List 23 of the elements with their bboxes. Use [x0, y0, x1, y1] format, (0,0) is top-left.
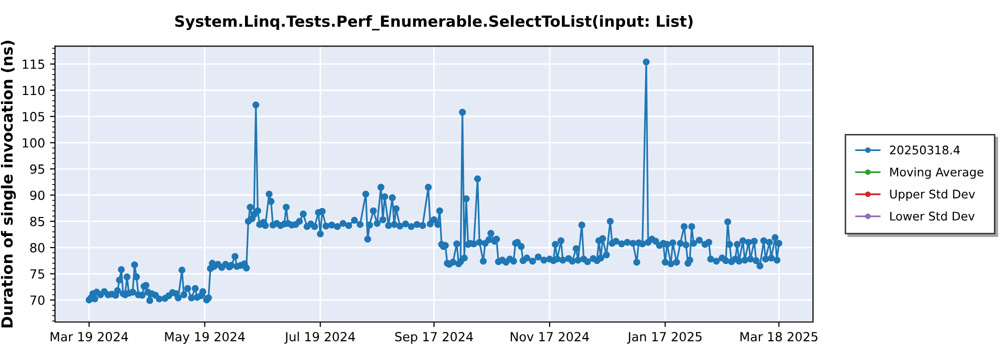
chart-title: System.Linq.Tests.Perf_Enumerable.SelectToList(input: List) — [175, 15, 693, 30]
y-tick-label: 80 — [30, 243, 44, 252]
x-tick-label: Mar 19 2024 — [50, 332, 128, 342]
y-tick-label: 70 — [30, 295, 44, 305]
y-tick-label: 90 — [30, 190, 44, 200]
legend-label: 20250318.4 — [890, 146, 960, 154]
x-tick-label: May 19 2024 — [165, 332, 245, 344]
legend-label: Upper Std Dev — [890, 189, 975, 201]
y-tick-label: 115 — [22, 60, 44, 69]
y-tick-label: 110 — [22, 86, 44, 96]
x-tick-label: Mar 18 2025 — [740, 332, 818, 342]
y-axis-title: Duration of single invocation (ns) — [0, 40, 16, 328]
x-tick-label: Jan 17 2025 — [627, 332, 702, 344]
y-tick-label: 105 — [22, 112, 44, 122]
y-tick-label: 95 — [30, 164, 44, 174]
x-tick-label: Jul 19 2024 — [284, 332, 355, 344]
y-tick-label: 85 — [30, 216, 44, 226]
x-tick-label: Nov 17 2024 — [510, 332, 589, 342]
y-tick-label: 100 — [22, 138, 44, 148]
x-tick-label: Sep 17 2024 — [395, 332, 473, 344]
legend-label: Moving Average — [890, 167, 984, 179]
legend-label: Lower Std Dev — [890, 211, 975, 221]
y-tick-label: 75 — [30, 269, 44, 279]
